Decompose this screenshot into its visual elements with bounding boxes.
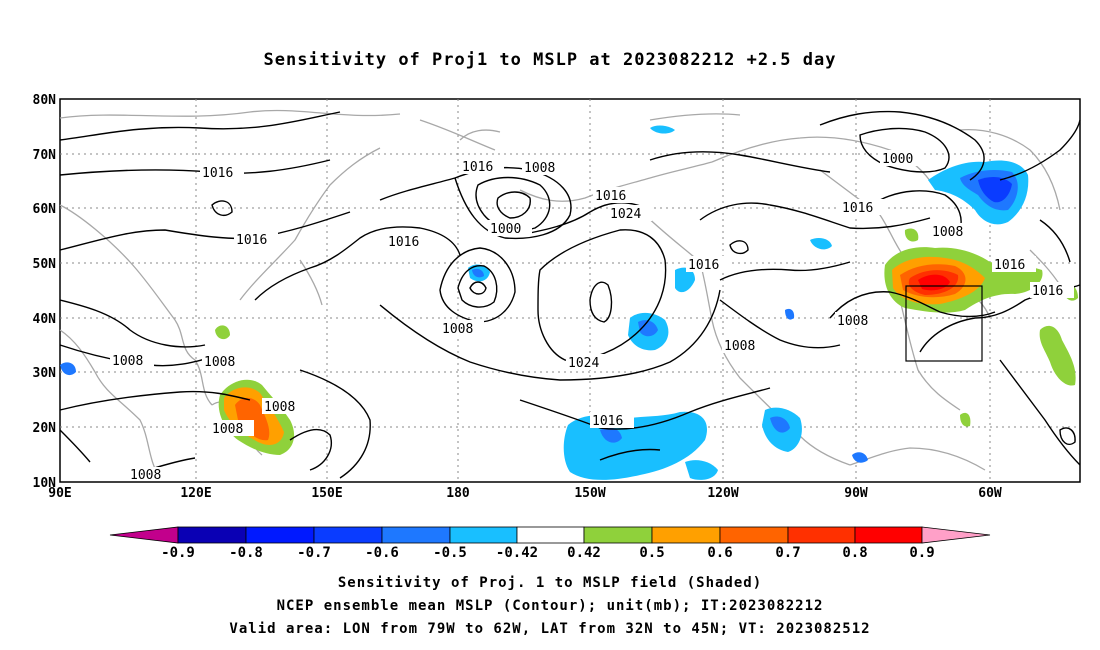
contour-label: 1016 <box>202 166 233 181</box>
contour-label-extra: 1016 1008 <box>128 282 1074 483</box>
lon-label: 90W <box>844 486 868 501</box>
lat-label: 80N <box>33 93 57 108</box>
contour-label: 1016 <box>388 235 419 250</box>
colorbar-label: -0.7 <box>297 545 331 561</box>
colorbar-cell <box>516 526 585 544</box>
contour-label-group: 1016 1008 1016 1016 1024 1000 1016 1000 … <box>110 150 1036 437</box>
contour-label: 1008 <box>837 314 868 329</box>
lon-label: 60W <box>978 486 1002 501</box>
colorbar-cell <box>583 526 653 544</box>
caption-line-1: Sensitivity of Proj. 1 to MSLP field (Sh… <box>337 575 763 591</box>
colorbar-cell <box>381 526 451 544</box>
contour-label: 1008 <box>442 322 473 337</box>
contour-label: 1008 <box>724 339 755 354</box>
contour-label: 1008 <box>524 161 555 176</box>
contour-label: 1008 <box>204 355 235 370</box>
colorbar-label: 0.5 <box>639 545 664 561</box>
contour-label: 1016 <box>994 258 1025 273</box>
colorbar-label: 0.6 <box>707 545 732 561</box>
lon-label: 120E <box>180 486 211 501</box>
colorbar-label: 0.9 <box>909 545 934 561</box>
colorbar-cell <box>109 526 179 544</box>
colorbar-cell <box>313 526 383 544</box>
contour-label: 1008 <box>932 225 963 240</box>
contour-label: 1024 <box>568 356 599 371</box>
lat-label: 30N <box>33 366 57 381</box>
colorbar: -0.9 -0.8 -0.7 -0.6 -0.5 -0.42 0.42 0.5 … <box>109 526 991 561</box>
contour-label: 1008 <box>212 422 243 437</box>
contour-label: 1008 <box>112 354 143 369</box>
colorbar-cell <box>245 526 315 544</box>
colorbar-cell <box>651 526 721 544</box>
contour-label: 1016 <box>1032 284 1063 299</box>
contour-label: 1016 <box>842 201 873 216</box>
colorbar-label: -0.8 <box>229 545 263 561</box>
contour-label: 1024 <box>610 207 641 222</box>
contour-label: 1000 <box>490 222 521 237</box>
colorbar-label: -0.42 <box>496 545 538 561</box>
contour-label: 1016 <box>462 160 493 175</box>
lon-label: 150E <box>311 486 342 501</box>
colorbar-label: -0.9 <box>161 545 195 561</box>
valid-area-box <box>905 285 983 362</box>
colorbar-cell <box>449 526 518 544</box>
colorbar-label: 0.7 <box>775 545 800 561</box>
latitude-labels: 80N 70N 60N 50N 40N 30N 20N 10N <box>33 93 57 491</box>
lon-label: 120W <box>707 486 738 501</box>
lat-label: 40N <box>33 312 57 327</box>
colorbar-label: 0.42 <box>567 545 601 561</box>
lat-label: 10N <box>33 476 57 491</box>
lat-label: 20N <box>33 421 57 436</box>
colorbar-label: 0.8 <box>842 545 867 561</box>
contour-label: 1008 <box>130 468 161 483</box>
contour-label: 1016 <box>592 414 623 429</box>
lon-label: 180 <box>446 486 470 501</box>
contour-label: 1016 <box>595 189 626 204</box>
contour-label: 1000 <box>882 152 913 167</box>
colorbar-cell <box>854 526 923 544</box>
colorbar-label: -0.5 <box>433 545 467 561</box>
contour-label: 1016 <box>688 258 719 273</box>
caption-line-3: Valid area: LON from 79W to 62W, LAT fro… <box>229 621 871 637</box>
contour-label: 1016 <box>236 233 267 248</box>
colorbar-cell <box>719 526 789 544</box>
caption-line-2: NCEP ensemble mean MSLP (Contour); unit(… <box>276 598 824 614</box>
colorbar-cell <box>921 526 991 544</box>
lat-label: 70N <box>33 148 57 163</box>
colorbar-cell <box>177 526 247 544</box>
mslp-contours <box>59 110 1081 479</box>
lat-label: 50N <box>33 257 57 272</box>
contour-label: 1008 <box>264 400 295 415</box>
longitude-labels: 90E 120E 150E 180 150W 120W 90W 60W <box>48 486 1002 501</box>
lon-label: 90E <box>48 486 71 501</box>
lat-label: 60N <box>33 202 57 217</box>
colorbar-cell <box>787 526 856 544</box>
colorbar-label: -0.6 <box>365 545 399 561</box>
lon-label: 150W <box>574 486 605 501</box>
map-title: Sensitivity of Proj1 to MSLP at 20230822… <box>263 50 837 70</box>
